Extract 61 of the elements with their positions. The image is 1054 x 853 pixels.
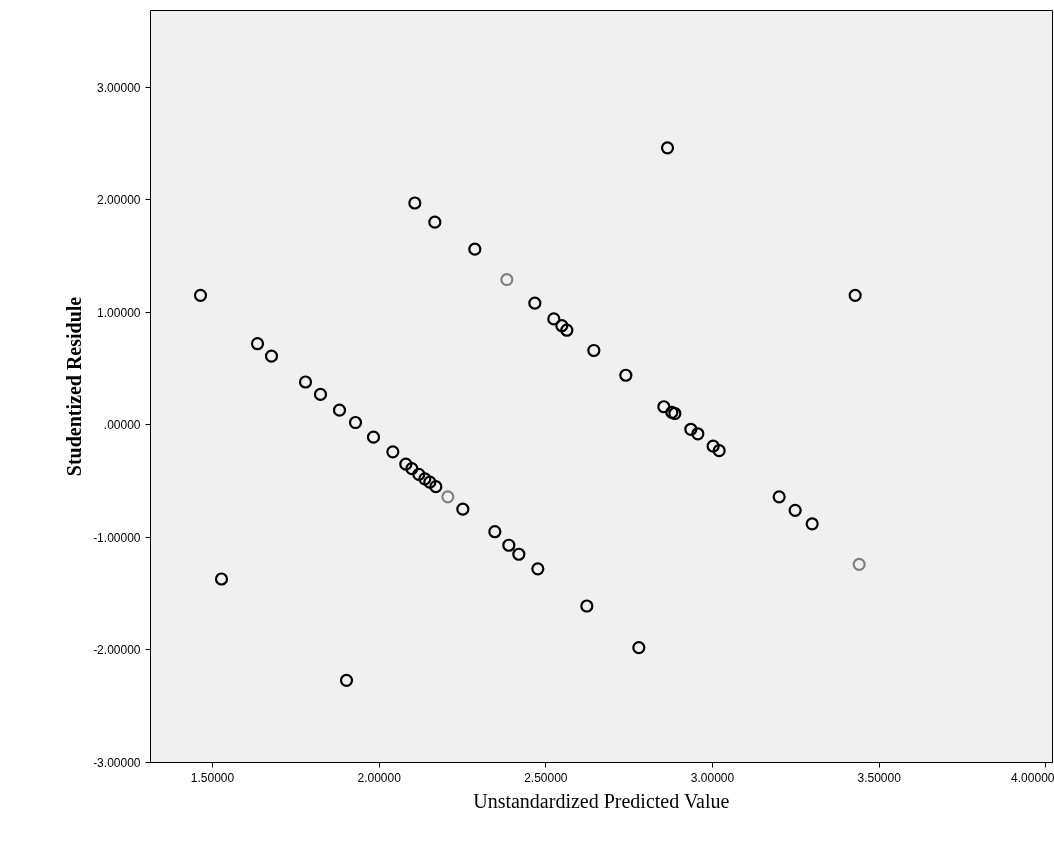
- point: [852, 557, 866, 571]
- point: [429, 480, 443, 494]
- point: [332, 403, 347, 417]
- point: [555, 319, 569, 333]
- point: [456, 502, 470, 516]
- x-tick-label: 3.00000: [690, 770, 735, 785]
- point: [468, 242, 482, 256]
- point: [412, 467, 426, 481]
- y-tick-label: -2.00000: [93, 643, 141, 658]
- point: [405, 462, 419, 476]
- point: [712, 444, 726, 458]
- point: [691, 427, 705, 441]
- point: [423, 475, 437, 489]
- point: [214, 572, 229, 586]
- point: [386, 445, 400, 459]
- point: [547, 312, 561, 326]
- point: [428, 215, 442, 229]
- point: [848, 288, 862, 302]
- point: [339, 673, 354, 687]
- point: [348, 415, 363, 430]
- point: [805, 517, 819, 531]
- point: [298, 375, 313, 389]
- point: [580, 599, 594, 613]
- y-tick-label: 1.00000: [97, 305, 141, 320]
- point: [441, 490, 455, 504]
- point: [660, 141, 675, 155]
- x-tick-label: 4.00000: [1011, 770, 1054, 785]
- x-axis-title: Unstandardized Predicted Value: [473, 789, 730, 812]
- point: [788, 503, 802, 517]
- y-tick-label: 2.00000: [97, 193, 141, 208]
- point: [313, 387, 328, 401]
- y-axis-title: Studentized Residule: [63, 296, 86, 477]
- point: [619, 368, 633, 382]
- point: [488, 525, 502, 539]
- point: [632, 641, 646, 655]
- x-tick-label: 2.00000: [357, 770, 402, 785]
- point: [657, 400, 671, 414]
- point: [500, 272, 514, 287]
- x-tick-label: 1.50000: [190, 770, 235, 785]
- point: [366, 430, 381, 444]
- point: [193, 288, 208, 302]
- point: [264, 349, 279, 363]
- point: [408, 196, 422, 210]
- point: [250, 337, 265, 351]
- point: [399, 457, 413, 471]
- point: [706, 439, 720, 453]
- x-tick-label: 3.50000: [857, 770, 902, 785]
- y-tick-label: -1.00000: [93, 530, 141, 545]
- point: [512, 547, 526, 561]
- point: [684, 422, 698, 436]
- point: [772, 490, 786, 504]
- y-tick-label: -3.00000: [93, 756, 141, 770]
- point: [418, 472, 432, 486]
- x-tick-label: 2.50000: [524, 770, 568, 785]
- point: [587, 343, 601, 358]
- point: [528, 296, 542, 310]
- point: [560, 323, 574, 337]
- point: [531, 562, 545, 576]
- point: [502, 538, 516, 552]
- y-tick-label: .00000: [103, 418, 141, 433]
- y-tick-label: 3.00000: [97, 80, 141, 95]
